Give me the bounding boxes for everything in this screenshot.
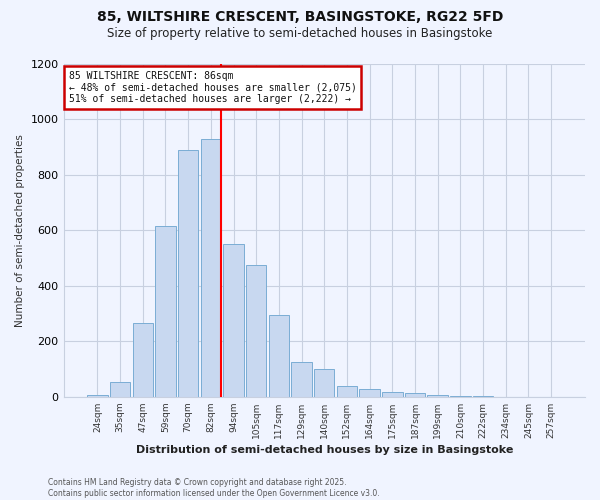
Bar: [382, 392, 403, 397]
X-axis label: Distribution of semi-detached houses by size in Basingstoke: Distribution of semi-detached houses by …: [136, 445, 513, 455]
Bar: [269, 315, 289, 397]
Text: 85, WILTSHIRE CRESCENT, BASINGSTOKE, RG22 5FD: 85, WILTSHIRE CRESCENT, BASINGSTOKE, RG2…: [97, 10, 503, 24]
Bar: [359, 389, 380, 397]
Bar: [223, 244, 244, 397]
Bar: [405, 394, 425, 397]
Bar: [155, 226, 176, 397]
Bar: [473, 396, 493, 397]
Bar: [450, 396, 470, 397]
Bar: [110, 382, 130, 397]
Text: Size of property relative to semi-detached houses in Basingstoke: Size of property relative to semi-detach…: [107, 28, 493, 40]
Bar: [337, 386, 357, 397]
Bar: [178, 150, 199, 397]
Text: 85 WILTSHIRE CRESCENT: 86sqm
← 48% of semi-detached houses are smaller (2,075)
5: 85 WILTSHIRE CRESCENT: 86sqm ← 48% of se…: [69, 70, 356, 104]
Y-axis label: Number of semi-detached properties: Number of semi-detached properties: [15, 134, 25, 327]
Bar: [427, 394, 448, 397]
Bar: [314, 369, 334, 397]
Bar: [87, 396, 107, 397]
Bar: [246, 265, 266, 397]
Text: Contains HM Land Registry data © Crown copyright and database right 2025.
Contai: Contains HM Land Registry data © Crown c…: [48, 478, 380, 498]
Bar: [133, 324, 153, 397]
Bar: [200, 139, 221, 397]
Bar: [292, 362, 312, 397]
